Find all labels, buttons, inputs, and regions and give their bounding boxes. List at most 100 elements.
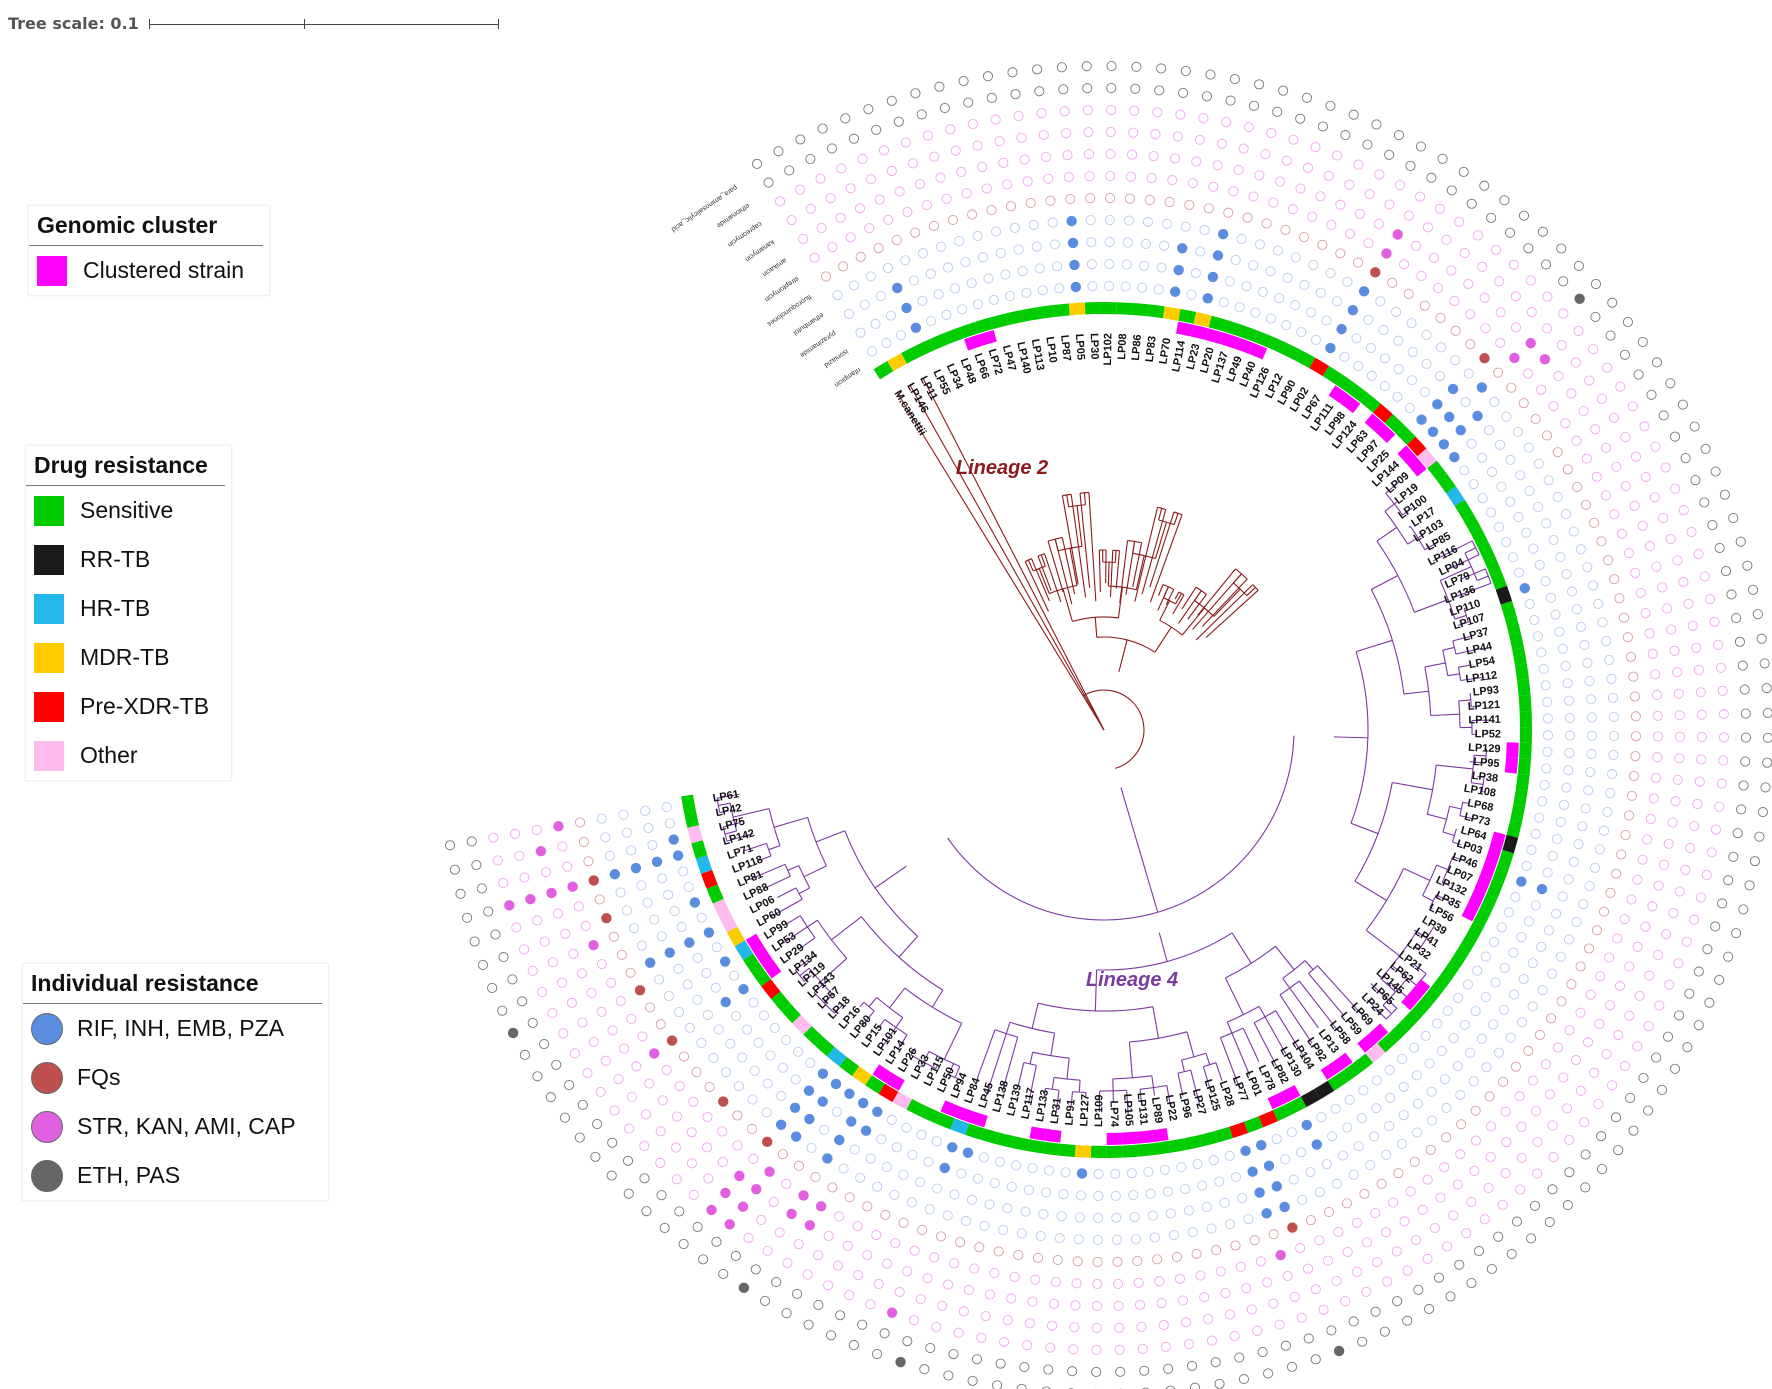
branch — [922, 377, 1105, 731]
empty-dot — [1261, 218, 1272, 229]
empty-dot — [1298, 231, 1310, 243]
empty-dot — [910, 227, 921, 238]
empty-dot — [1646, 389, 1657, 400]
empty-dot — [1579, 639, 1590, 650]
empty-dot — [1114, 1344, 1125, 1355]
branch — [787, 864, 799, 871]
resistance-dot — [1539, 354, 1551, 365]
empty-dot — [604, 850, 615, 861]
resistance-dot — [504, 900, 515, 911]
resistance-dot — [664, 947, 675, 958]
branch — [777, 887, 797, 898]
tip-label: LP42 — [715, 802, 743, 819]
empty-dot — [1672, 667, 1683, 678]
drug-ring-segment — [1348, 383, 1369, 403]
drug-ring-segment — [719, 912, 738, 933]
drug-ring-segment — [915, 338, 935, 357]
resistance-dot — [1212, 250, 1224, 261]
empty-dot — [552, 908, 564, 919]
empty-dot — [640, 805, 651, 816]
empty-dot — [941, 309, 952, 320]
branch — [1152, 1087, 1156, 1096]
empty-dot — [1016, 132, 1027, 143]
empty-dot — [1530, 900, 1541, 911]
resistance-dot — [751, 1184, 762, 1195]
empty-dot — [1680, 453, 1691, 464]
empty-dot — [1470, 1105, 1481, 1116]
empty-dot — [1403, 210, 1414, 221]
empty-dot — [991, 226, 1002, 237]
empty-dot — [1628, 671, 1639, 682]
empty-dot — [1407, 346, 1418, 358]
empty-dot — [1607, 1080, 1618, 1091]
empty-dot — [1133, 1277, 1144, 1288]
empty-dot — [1723, 875, 1734, 886]
branch — [1114, 550, 1117, 563]
empty-dot — [771, 1276, 782, 1288]
empty-dot — [947, 214, 958, 225]
empty-dot — [1616, 849, 1627, 860]
empty-dot — [613, 1074, 624, 1085]
empty-dot — [852, 1221, 863, 1232]
empty-dot — [1434, 371, 1446, 382]
branch — [1279, 994, 1313, 1044]
empty-dot — [889, 1189, 900, 1200]
empty-dot — [1607, 692, 1619, 703]
empty-dot — [1083, 149, 1095, 160]
empty-dot — [1521, 860, 1532, 871]
branch — [834, 1003, 844, 1014]
tip-label: LP112 — [1465, 669, 1498, 685]
branch — [898, 935, 919, 958]
empty-dot — [1738, 780, 1749, 791]
resistance-dot — [706, 1204, 717, 1216]
empty-dot — [1501, 1137, 1512, 1148]
empty-dot — [1604, 654, 1615, 665]
empty-dot — [1163, 1363, 1174, 1374]
empty-dot — [1011, 1160, 1022, 1171]
branch — [1463, 607, 1468, 610]
empty-dot — [949, 1189, 960, 1200]
branch — [799, 967, 810, 977]
empty-dot — [901, 1122, 912, 1133]
empty-dot — [988, 294, 999, 305]
empty-dot — [682, 979, 693, 990]
empty-dot — [823, 1230, 834, 1241]
empty-dot — [619, 1043, 630, 1054]
empty-dot — [865, 271, 876, 282]
empty-dot — [1224, 1309, 1236, 1320]
empty-dot — [683, 882, 694, 893]
empty-dot — [876, 1134, 887, 1145]
empty-dot — [532, 1071, 543, 1082]
empty-dot — [1263, 1368, 1274, 1379]
empty-dot — [900, 255, 911, 266]
branch — [895, 1017, 904, 1028]
empty-dot — [1645, 813, 1656, 825]
empty-dot — [752, 158, 763, 169]
branch — [1082, 689, 1145, 769]
empty-dot — [885, 310, 896, 321]
empty-dot — [977, 161, 988, 173]
legend-item-label: ETH, PAS — [77, 1162, 181, 1188]
empty-dot — [1507, 552, 1519, 563]
empty-dot — [725, 1038, 736, 1049]
empty-dot — [781, 1035, 792, 1046]
resistance-dot — [860, 1125, 872, 1136]
empty-dot — [1513, 512, 1524, 523]
resistance-dot — [588, 940, 599, 951]
branch — [1119, 540, 1129, 604]
branch — [798, 865, 811, 889]
empty-dot — [1594, 1018, 1605, 1029]
branch — [1412, 963, 1427, 975]
drug-ring-segment — [944, 327, 964, 344]
empty-dot — [1376, 1178, 1387, 1189]
empty-dot — [618, 809, 629, 820]
empty-dot — [1615, 381, 1626, 392]
empty-dot — [1178, 87, 1189, 98]
drug-ring-segment — [1184, 1134, 1203, 1151]
empty-dot — [1135, 1299, 1146, 1310]
drug-ring-segment — [1389, 1022, 1409, 1042]
drug-ring-segment — [1506, 819, 1522, 838]
empty-dot — [609, 1105, 620, 1116]
empty-dot — [1651, 690, 1662, 701]
empty-dot — [1499, 195, 1510, 206]
